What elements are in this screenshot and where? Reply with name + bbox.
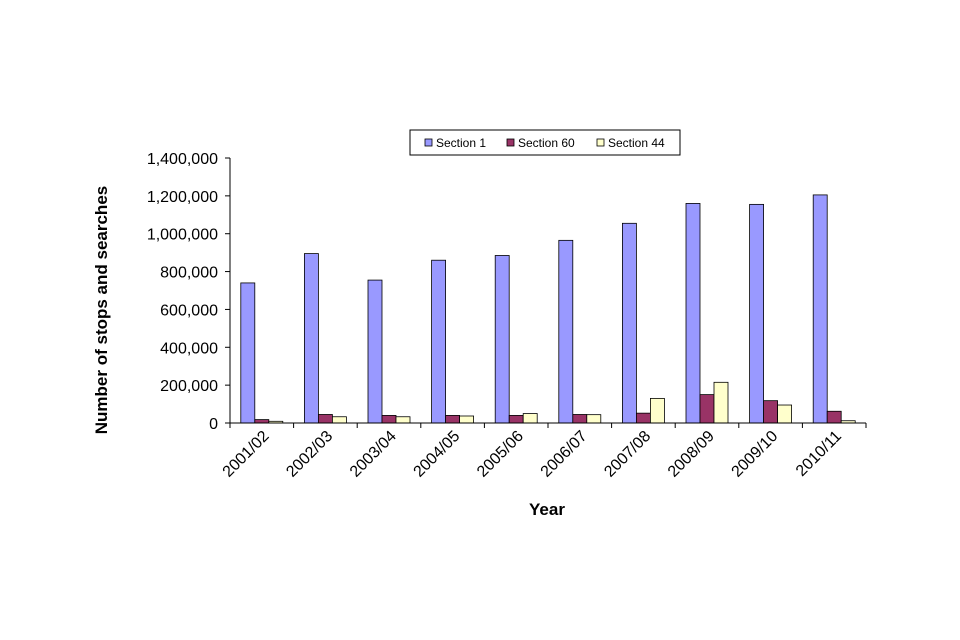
y-tick-label: 1,400,000 xyxy=(147,151,218,168)
bar-section-44 xyxy=(522,413,538,424)
y-tick-label: 1,000,000 xyxy=(147,227,218,244)
bar-section-1 xyxy=(749,203,764,424)
bar-section-1 xyxy=(558,239,574,424)
x-tick-label: 2008/09 xyxy=(665,428,718,481)
x-tick-label: 2003/04 xyxy=(347,428,400,481)
bar-section-1 xyxy=(367,279,383,424)
legend-swatch xyxy=(424,138,433,147)
x-tick-label: 2001/02 xyxy=(220,428,273,481)
bar-section-44 xyxy=(777,404,792,424)
bar-section-44 xyxy=(713,381,729,424)
bar-section-1 xyxy=(431,259,447,424)
bar-section-1 xyxy=(812,194,828,424)
y-tick-label: 600,000 xyxy=(160,302,218,319)
bar-section-60 xyxy=(254,419,270,424)
y-axis: 0 200,000 400,000 600,000 800,000 1,000,000 1,… xyxy=(147,151,231,433)
legend: Section 1 Section 60 Section 44 xyxy=(409,129,681,156)
bar-section-60 xyxy=(636,412,651,424)
x-tick-label: 2010/11 xyxy=(793,428,845,480)
bar-section-60 xyxy=(317,414,333,424)
bar-section-1 xyxy=(303,253,319,424)
bars xyxy=(240,194,856,424)
bar-section-60 xyxy=(381,415,397,424)
legend-swatch xyxy=(506,138,515,147)
y-axis-title: Number of stops and searches xyxy=(92,186,111,434)
x-tick-label: 2007/08 xyxy=(601,428,654,481)
legend-box xyxy=(409,129,681,156)
bar-section-44 xyxy=(395,416,411,424)
legend-label: Section 44 xyxy=(608,136,665,150)
bar-section-44 xyxy=(650,397,665,424)
legend-label: Section 1 xyxy=(436,136,486,150)
bar-section-60 xyxy=(763,400,778,424)
bar-section-44 xyxy=(586,414,602,424)
x-tick-label: 2002/03 xyxy=(283,428,336,481)
x-axis: 2001/02 2002/03 2003/04 2004/05 2005/06 2006/… xyxy=(220,422,867,481)
bar-section-60 xyxy=(508,415,524,424)
y-tick-label: 0 xyxy=(209,416,218,433)
bar-section-60 xyxy=(445,415,461,424)
bar-section-44 xyxy=(331,416,347,424)
legend-label: Section 60 xyxy=(518,136,575,150)
x-tick-label: 2004/05 xyxy=(411,428,464,481)
bar-section-60 xyxy=(699,394,715,424)
y-tick-label: 800,000 xyxy=(160,265,218,282)
x-tick-label: 2006/07 xyxy=(538,428,591,481)
bar-section-1 xyxy=(622,222,637,424)
y-tick-label: 200,000 xyxy=(160,378,218,395)
x-tick-label: 2005/06 xyxy=(474,428,527,481)
x-tick-label: 2009/10 xyxy=(729,428,782,481)
bar-section-1 xyxy=(494,255,510,424)
y-tick-label: 400,000 xyxy=(160,340,218,357)
bar-section-44 xyxy=(459,415,475,424)
y-tick-label: 1,200,000 xyxy=(147,189,218,206)
bar-section-1 xyxy=(685,203,701,424)
legend-swatch xyxy=(596,138,605,147)
bar-section-1 xyxy=(240,282,256,424)
bar-section-60 xyxy=(572,414,588,424)
bar-section-60 xyxy=(826,410,842,424)
x-axis-title: Year xyxy=(529,500,565,519)
